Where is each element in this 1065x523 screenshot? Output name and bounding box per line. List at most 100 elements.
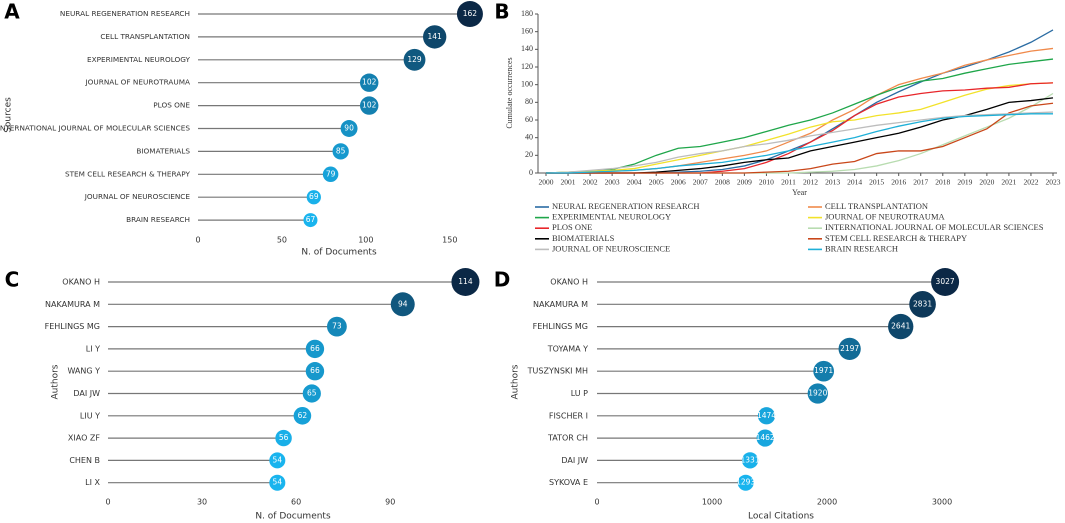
panel-label: B [494,0,509,24]
category-label: OKANO H [62,278,100,287]
category-label: FEHLINGS MG [533,322,588,331]
value-label: 79 [326,169,336,178]
y-axis-label: Authors [511,364,521,399]
x-axis-label: Local Citations [748,512,814,522]
value-label: 2641 [891,322,910,331]
category-label: LI X [85,478,100,487]
value-label: 1971 [814,366,833,375]
x-tick-label: 2007 [693,178,708,187]
legend-label: BRAIN RESEARCH [825,243,898,253]
x-tick-label: 2012 [803,178,818,187]
dot [451,268,480,296]
y-tick-label: 100 [521,79,533,88]
value-label: 65 [307,389,317,398]
category-label: CHEN B [69,456,100,465]
legend-label: STEM CELL RESEARCH & THERAPY [825,233,967,243]
line-panel: 0 20 40 60 80 100 120 140 160 180 2000 2001 2002 2003… [505,9,1061,254]
category-label: OKANO H [550,278,588,287]
x-tick-label: 2021 [1001,178,1016,187]
x-tick-label: 2006 [671,178,686,187]
legend-label: CELL TRANSPLANTATION [825,201,928,211]
category-label: BRAIN RESEARCH [126,215,190,224]
legend-label: JOURNAL OF NEUROTRAUMA [825,212,945,222]
value-label: 54 [273,455,283,464]
dot [269,474,286,491]
category-label: FEHLINGS MG [45,322,100,331]
dot [813,360,835,382]
value-label: 2197 [840,344,859,353]
x-tick-label: 90 [385,498,395,507]
category-label: XIAO ZF [68,434,100,443]
category-label: DAI JW [561,456,588,465]
x-tick-label: 2014 [847,178,862,187]
x-tick-label: 50 [277,236,287,245]
x-tick-label: 2023 [1046,178,1061,187]
x-tick-label: 2000 [539,178,554,187]
category-label: JOURNAL OF NEUROSCIENCE [84,192,191,201]
y-tick-label: 160 [521,26,533,35]
x-tick-label: 60 [291,498,301,507]
category-label: NAKAMURA M [45,300,100,309]
panel-label: A [4,0,20,24]
dot [737,474,754,491]
value-label: 141 [428,32,443,41]
dot [305,339,325,359]
dot [332,143,349,160]
dot [360,96,379,115]
y-tick-label: 20 [525,150,533,159]
x-tick-label: 0 [594,498,599,507]
dot [390,292,415,317]
category-label: TATOR CH [547,434,588,443]
y-tick-label: 120 [521,62,533,71]
x-tick-label: 2011 [781,178,796,187]
value-label: 69 [309,192,319,201]
dot [303,213,318,228]
category-label: FISCHER I [549,411,588,420]
x-tick-label: 2018 [935,178,950,187]
x-tick-label: 2013 [825,178,840,187]
value-label: 3027 [936,277,955,286]
series-line [546,82,1054,174]
value-label: 67 [306,215,316,224]
x-tick-label: 0 [195,236,200,245]
x-tick-label: 2022 [1023,178,1038,187]
y-axis-label: Cumulate occurrences [505,57,514,128]
category-label: SYKOVA E [549,478,588,487]
category-label: INTERNATIONAL JOURNAL OF MOLECULAR SCIEN… [0,124,190,133]
x-tick-label: 30 [197,498,207,507]
x-tick-label: 1000 [702,498,722,507]
dot [756,429,774,447]
value-label: 66 [310,344,320,353]
y-tick-label: 40 [525,132,533,141]
x-tick-label: 2005 [649,178,664,187]
dot [403,48,426,71]
legend-label: INTERNATIONAL JOURNAL OF MOLECULAR SCIEN… [825,222,1044,232]
x-tick-label: 2009 [737,178,752,187]
dot [326,316,347,337]
x-tick-label: 2020 [979,178,994,187]
value-label: 1474 [757,411,776,420]
category-label: STEM CELL RESEARCH & THERAPY [65,169,191,178]
x-tick-label: 0 [105,498,110,507]
dot [305,362,325,381]
x-axis-label: N. of Documents [255,512,331,522]
x-tick-label: 2019 [957,178,972,187]
dot [322,166,339,183]
x-tick-label: 2000 [817,498,837,507]
dot [302,384,321,403]
series-line [546,113,1053,174]
dot [306,190,321,205]
legend-label: PLOS ONE [552,222,592,232]
value-label: 1331 [741,455,760,464]
panel-label: C [5,268,20,292]
legend-label: JOURNAL OF NEUROSCIENCE [552,243,670,253]
x-tick-label: 2004 [627,178,642,187]
dot [293,407,312,425]
series-line [546,97,1054,174]
y-axis-label: Sources [4,97,14,133]
dot [741,452,759,469]
dot [456,1,483,27]
y-tick-label: 60 [525,115,533,124]
y-tick-label: 80 [525,97,533,106]
